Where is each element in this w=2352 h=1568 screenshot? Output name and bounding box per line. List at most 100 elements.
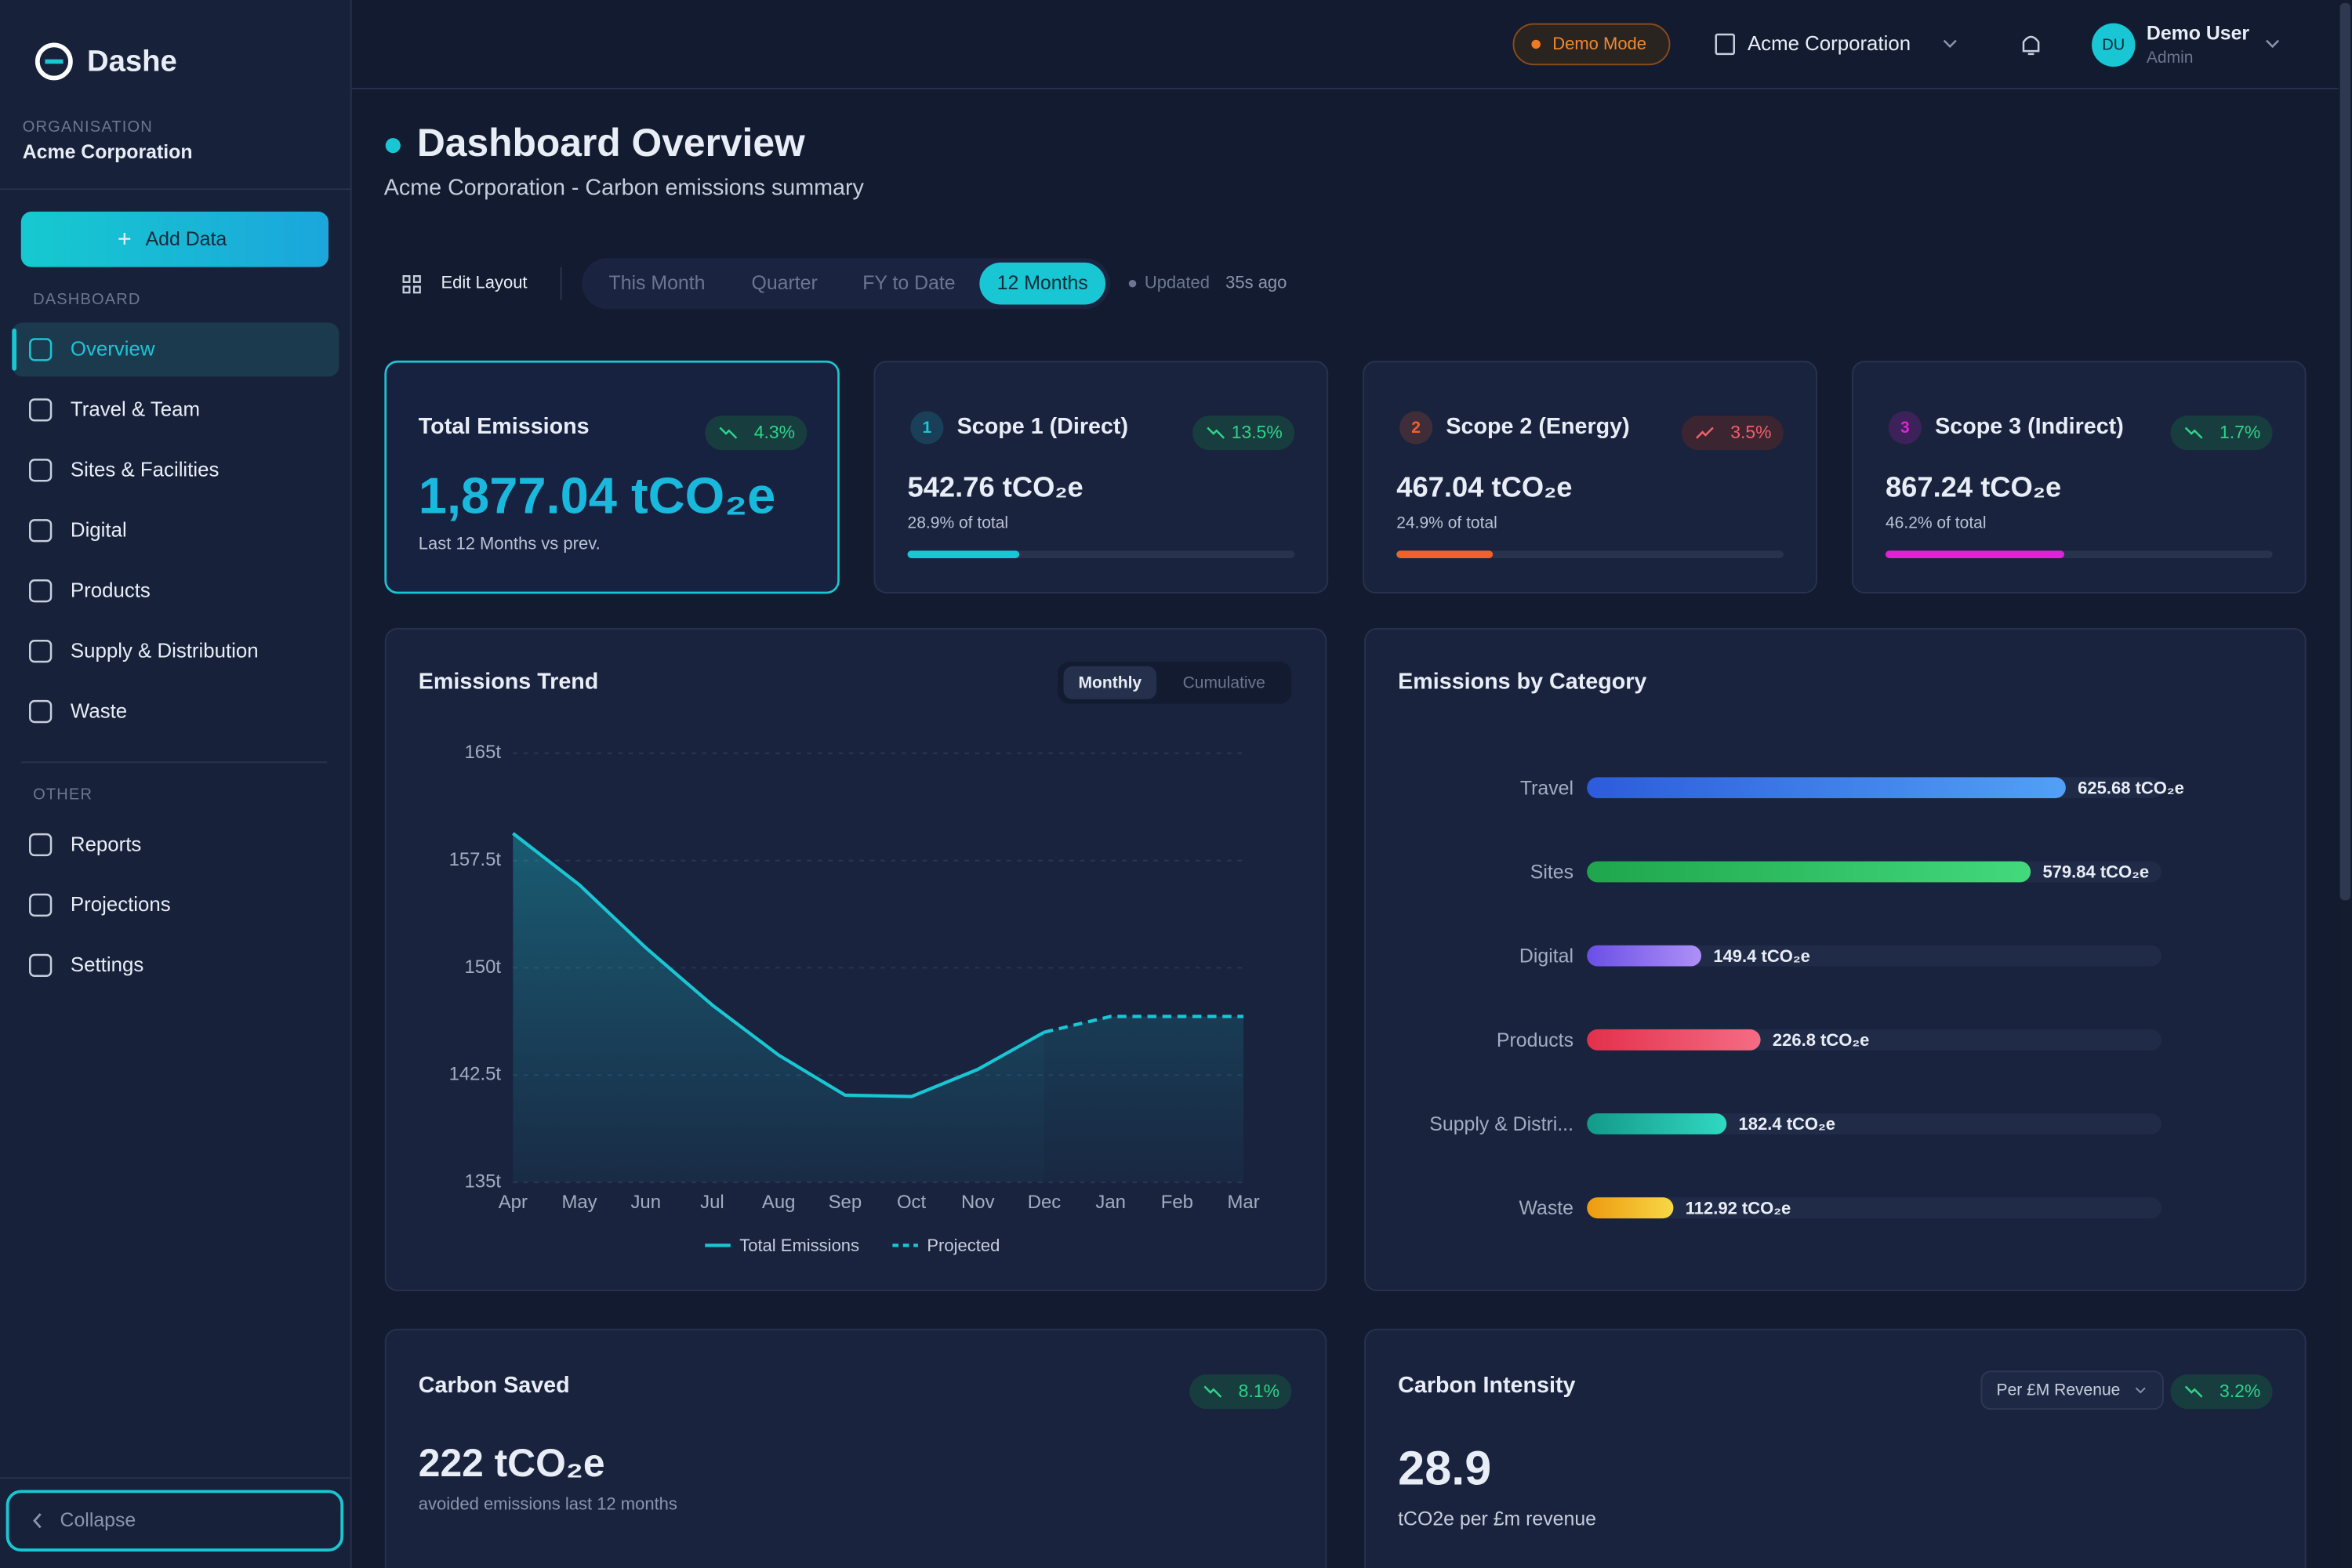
nav-item[interactable]: Travel & Team [71,399,200,421]
bar-track [1587,945,2162,967]
legend-label[interactable]: Total Emissions [739,1236,859,1255]
notifications-icon[interactable] [2022,35,2040,56]
company-selector[interactable]: Acme Corporation [1748,33,1911,55]
y-tick-label: 165t [465,742,502,763]
legend-label[interactable]: Projected [927,1236,1000,1255]
change-badge [1192,416,1295,451]
area [513,833,1044,1183]
avatar-initials: DU [2102,37,2125,54]
x-tick-label: Jun [630,1192,661,1213]
nav-item[interactable]: Reports [71,833,141,855]
nav-icon [29,338,53,361]
nav-active-background [12,322,339,377]
collapse-button[interactable] [5,1490,344,1552]
y-tick-label: 150t [465,956,502,978]
collapse-label: Collapse [60,1509,136,1531]
scope-number-badge [1399,411,1433,445]
nav-item[interactable]: Projections [71,894,171,916]
brand-logo[interactable] [34,42,73,81]
page-title: Dashboard Overview [417,121,805,165]
bar[interactable] [1587,1029,1761,1051]
bar-track [1587,1197,2162,1219]
nav-icon [29,519,53,543]
card-title: Carbon Saved [419,1373,570,1398]
demo-mode-pill[interactable] [1512,23,1671,66]
nav-item[interactable]: Sites & Facilities [71,459,219,481]
progress-track [1396,550,1784,558]
brand-name[interactable]: Dashe [87,44,177,78]
x-tick-label: Nov [961,1192,995,1213]
card-note: Last 12 Months vs prev. [419,534,601,554]
bar-track [1587,1113,2162,1134]
scope-number: 3 [1900,419,1910,437]
change-value: 13.5% [1232,422,1283,442]
updated-ago: 35s ago [1225,273,1287,292]
scrollbar-thumb[interactable] [2339,2,2351,901]
bar[interactable] [1587,861,2031,883]
dropdown-chevron[interactable] [2266,39,2280,49]
change-value: 1.7% [2220,422,2260,442]
category-label: Waste [1519,1197,1573,1219]
chart-title: Emissions Trend [419,669,599,694]
card-title: Scope 1 (Direct) [957,414,1128,439]
updated-label: Updated [1145,273,1210,292]
nav-item[interactable]: Products [71,579,151,601]
y-tick-label: 157.5t [449,849,502,870]
card-value: 467.04 tCO₂e [1396,471,1572,503]
nav-item[interactable]: Digital [71,520,127,542]
card-note: 28.9% of total [908,514,1009,532]
bar[interactable] [1587,945,1702,967]
card-title: Scope 3 (Indirect) [1935,414,2124,439]
org-label: ORGANISATION [23,118,153,136]
category-label: Digital [1519,946,1573,967]
nav-icon [29,699,53,724]
line [1044,1014,1244,1034]
card-value: 28.9 [1398,1442,1491,1495]
add-icon: + [118,225,132,252]
nav-icon [29,833,53,857]
avatar[interactable] [2092,23,2136,67]
section-label: OTHER [33,786,93,804]
nav-item[interactable]: Waste [71,700,127,722]
category-label: Supply & Distri... [1429,1113,1573,1135]
chart-title: Emissions by Category [1398,669,1646,694]
updated-dot [1128,279,1137,288]
period-option[interactable]: FY to Date [862,272,955,294]
period-option[interactable]: Quarter [752,272,818,294]
bar[interactable] [1587,777,2066,799]
card-title: Total Emissions [419,414,590,439]
edit-layout-button[interactable]: Edit Layout [441,273,528,292]
intensity-selector[interactable] [1980,1370,2164,1410]
category-label: Products [1497,1029,1573,1051]
view-toggle-active [1063,666,1157,699]
company-icon [1715,33,1735,56]
change-badge [1681,416,1784,451]
line [512,832,1046,1098]
x-tick-label: May [561,1192,597,1213]
change-badge [2170,1374,2273,1410]
toggle-option-active[interactable]: Monthly [1079,673,1142,691]
progress-bar [907,550,1020,558]
nav-item[interactable]: Settings [71,954,143,976]
x-tick-label: Sep [829,1192,862,1213]
period-option[interactable]: This Month [609,272,706,294]
demo-mode-label: Demo Mode [1552,34,1646,53]
nav-item[interactable]: Supply & Distribution [71,640,259,662]
period-option-active[interactable]: 12 Months [997,272,1088,294]
edit-layout-icon [402,275,421,294]
card-value: 542.76 tCO₂e [908,471,1083,503]
change-value: 4.3% [754,422,795,442]
change-value: 3.2% [2220,1381,2260,1401]
add-data-button[interactable] [20,211,329,267]
page-subtitle: Acme Corporation - Carbon emissions summ… [384,176,865,201]
toggle-option[interactable]: Cumulative [1183,673,1265,691]
nav-item[interactable]: Overview [71,339,155,361]
section-label: DASHBOARD [33,291,141,308]
area [1044,1016,1244,1183]
bar[interactable] [1587,1113,1727,1134]
category-label: Sites [1530,861,1573,883]
category-label: Travel [1520,777,1573,799]
value-label: 226.8 tCO₂e [1773,1030,1869,1050]
bar[interactable] [1587,1197,1674,1219]
